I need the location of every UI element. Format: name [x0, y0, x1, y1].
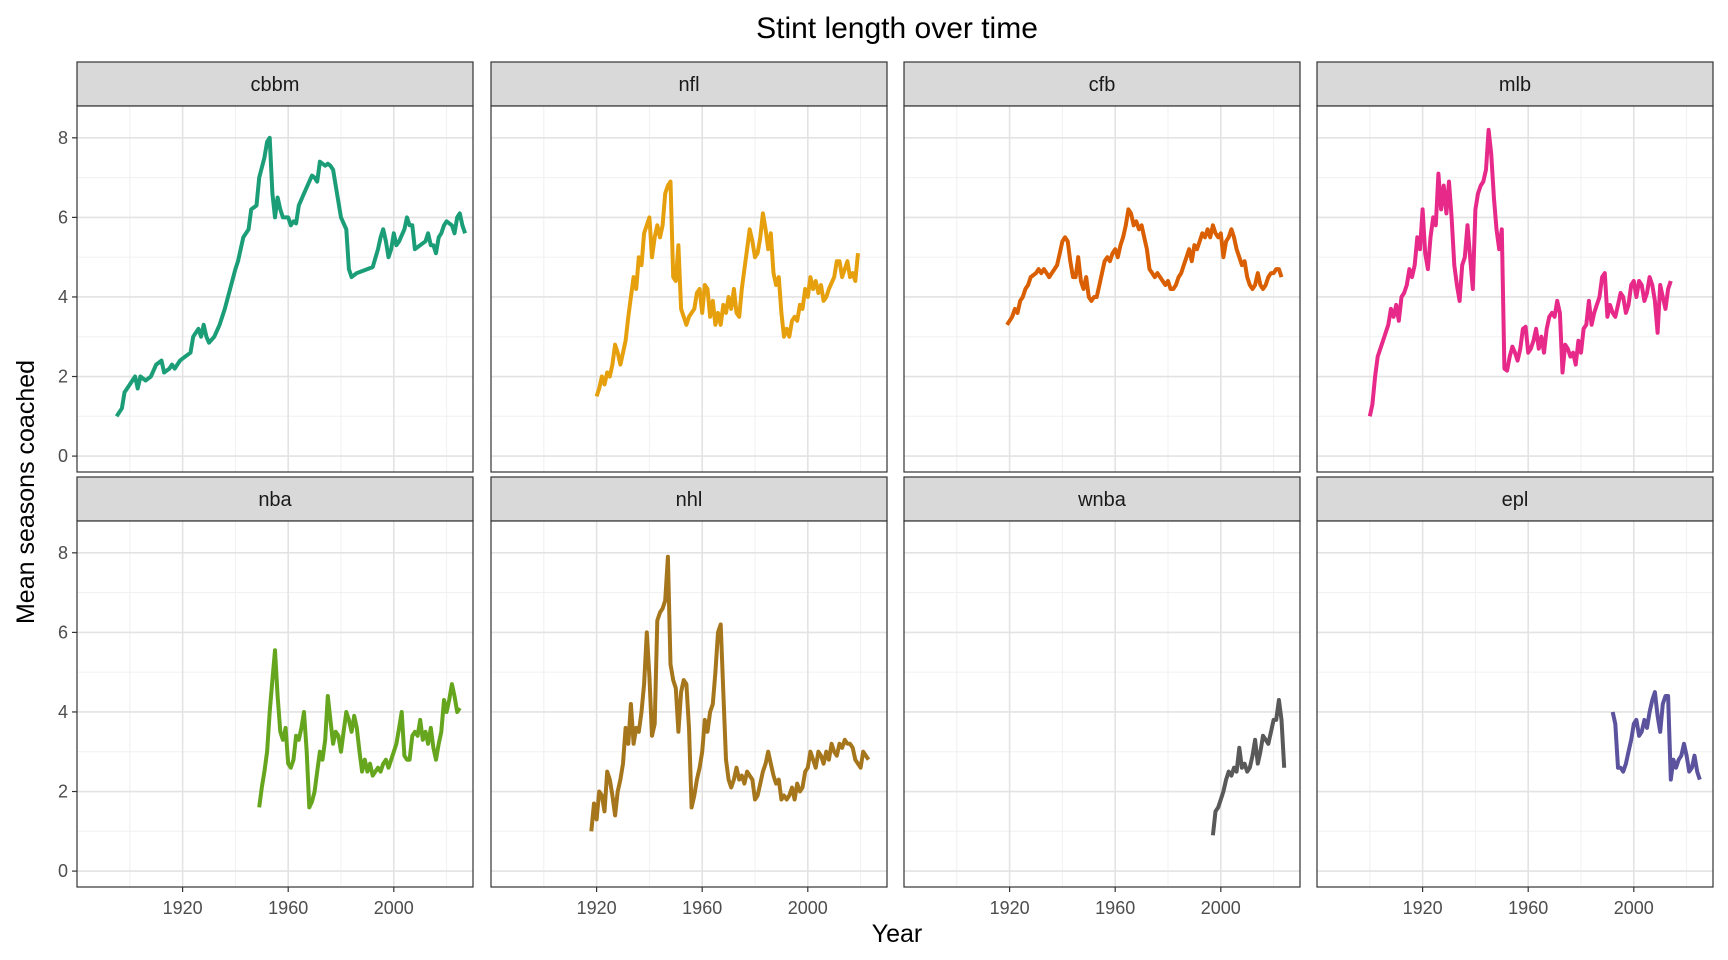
panel-border — [903, 105, 1301, 473]
panel-border — [76, 105, 474, 473]
series-line-cfb — [1005, 207, 1284, 326]
y-tick-label: 2 — [58, 367, 68, 387]
y-tick-label: 0 — [58, 861, 68, 881]
facet-strip — [490, 61, 888, 107]
panel-background — [77, 521, 473, 887]
panel-border — [1316, 105, 1714, 473]
y-tick-label: 2 — [58, 782, 68, 802]
chart-title: Stint length over time — [756, 12, 1038, 45]
series-line-cbbm — [114, 135, 467, 418]
x-tick-label: 2000 — [1614, 898, 1654, 918]
panel-background — [904, 521, 1300, 887]
y-tick-label: 0 — [58, 446, 68, 466]
panel-border — [490, 105, 888, 473]
x-tick-label: 1960 — [268, 898, 308, 918]
panel-border — [490, 520, 888, 888]
x-tick-label: 2000 — [788, 898, 828, 918]
x-tick-label: 1920 — [577, 898, 617, 918]
facet-label: nba — [258, 489, 292, 511]
facet-panel-nba: nba 0 2 4 6 8 1920 1960 2000 — [58, 476, 474, 918]
series-line-nhl — [589, 554, 871, 832]
x-tick-label: 1960 — [1095, 898, 1135, 918]
panel-background — [1317, 521, 1713, 887]
facet-strip — [903, 476, 1301, 522]
facet-panel-wnba: wnba 1920 1960 2000 — [903, 476, 1301, 918]
facet-label: nhl — [676, 489, 703, 511]
panel-border — [903, 520, 1301, 888]
facet-strip — [490, 476, 888, 522]
y-tick-label: 8 — [58, 128, 68, 148]
x-tick-label: 1960 — [1508, 898, 1548, 918]
panel-border — [1316, 520, 1714, 888]
x-tick-label: 1920 — [1403, 898, 1443, 918]
facet-strip — [76, 61, 474, 107]
facet-label: wnba — [1077, 489, 1127, 511]
facet-strip — [76, 476, 474, 522]
series-line-nba — [257, 648, 462, 810]
facet-label: nfl — [678, 74, 699, 96]
x-tick-label: 1920 — [990, 898, 1030, 918]
facet-label: epl — [1502, 489, 1529, 511]
facet-label: cfb — [1089, 74, 1116, 96]
x-tick-label: 2000 — [1201, 898, 1241, 918]
y-tick-label: 8 — [58, 543, 68, 563]
series-line-mlb — [1367, 127, 1673, 417]
facet-panel-nfl: nfl — [490, 61, 888, 473]
panel-background — [904, 106, 1300, 472]
y-tick-label: 6 — [58, 207, 68, 227]
y-tick-label: 4 — [58, 702, 68, 722]
series-line-wnba — [1210, 698, 1287, 836]
facet-panel-mlb: mlb — [1316, 61, 1714, 473]
facet-panel-cbbm: cbbm 0 2 4 6 8 — [58, 61, 474, 473]
x-tick-label: 2000 — [374, 898, 414, 918]
facet-strip — [1316, 61, 1714, 107]
y-axis-title: Mean seasons coached — [12, 360, 40, 624]
facet-label: cbbm — [251, 74, 300, 96]
y-tick-label: 4 — [58, 287, 68, 307]
series-line-nfl — [594, 179, 860, 398]
facet-panel-epl: epl 1920 1960 2000 — [1316, 476, 1714, 918]
y-tick-label: 6 — [58, 622, 68, 642]
facet-label: mlb — [1499, 74, 1531, 96]
x-tick-label: 1960 — [682, 898, 722, 918]
facet-panel-nhl: nhl 1920 1960 2000 — [490, 476, 888, 918]
facet-panel-cfb: cfb — [903, 61, 1301, 473]
panel-background — [77, 106, 473, 472]
x-axis-title: Year — [872, 920, 923, 948]
panel-border — [76, 520, 474, 888]
facet-strip — [903, 61, 1301, 107]
x-tick-label: 1920 — [163, 898, 203, 918]
series-line-epl — [1610, 690, 1702, 782]
